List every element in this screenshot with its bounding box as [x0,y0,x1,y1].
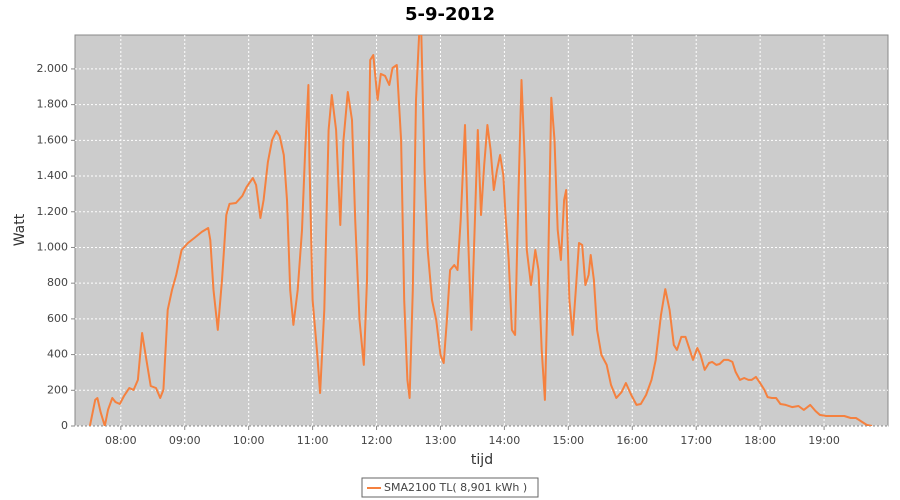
y-tick-label: 1.800 [37,98,69,111]
y-tick-label: 0 [61,419,68,432]
y-tick-label: 1.400 [37,169,69,182]
plot-area [74,34,889,427]
x-tick-label: 15:00 [552,434,584,447]
x-tick-label: 16:00 [616,434,648,447]
y-tick-label: 400 [47,348,68,361]
x-tick-label: 19:00 [808,434,840,447]
x-tick-label: 08:00 [105,434,137,447]
legend-label: SMA2100 TL( 8,901 kWh ) [384,481,527,494]
x-tick-label: 14:00 [489,434,521,447]
y-tick-label: 1.600 [37,133,69,146]
y-tick-label: 2.000 [37,62,69,75]
y-tick-label: 1.200 [37,205,69,218]
x-tick-label: 09:00 [169,434,201,447]
x-axis-label: tijd [471,452,493,468]
x-tick-label: 12:00 [361,434,393,447]
x-tick-label: 17:00 [680,434,712,447]
y-tick-label: 600 [47,312,68,325]
y-tick-label: 200 [47,383,68,396]
x-tick-label: 10:00 [233,434,265,447]
y-tick-label: 800 [47,276,68,289]
x-tick-label: 11:00 [297,434,329,447]
plot [75,35,888,427]
legend [361,477,539,498]
x-tick-label: 18:00 [744,434,776,447]
x-tick-label: 13:00 [425,434,457,447]
chart-title: 5-9-2012 [405,4,495,25]
y-axis-label: Watt [12,213,28,246]
y-tick-label: 1.000 [37,240,69,253]
data-line [88,35,873,426]
